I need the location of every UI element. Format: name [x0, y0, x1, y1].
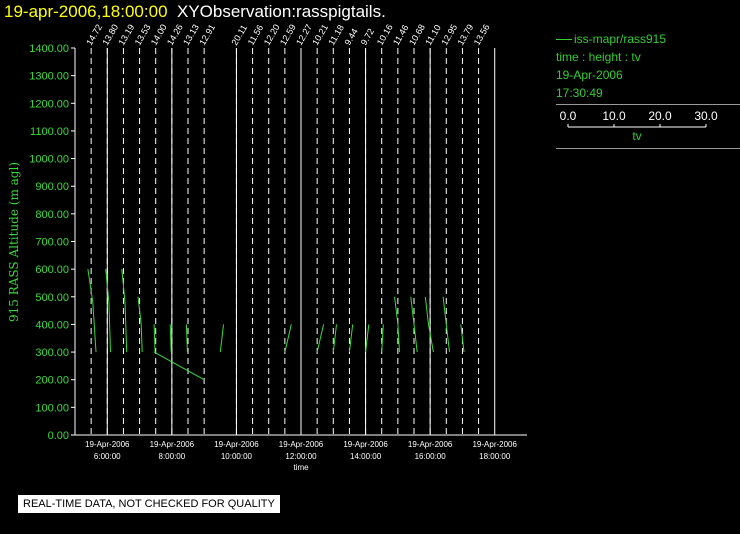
- y-tick-label: 1000.00: [29, 154, 69, 166]
- data-tail: [153, 351, 205, 381]
- x-axis-label: time: [293, 463, 309, 472]
- y-tick-label: 1400.00: [29, 43, 69, 55]
- legend-line-icon: [556, 39, 572, 41]
- scale-tick-label: 10.0: [602, 109, 626, 123]
- profile-label: 9.72: [359, 27, 376, 47]
- legend-divider: [556, 104, 740, 105]
- data-tail: [169, 324, 172, 353]
- legend-panel: iss-mapr/rass915 time : height : tv 19-A…: [556, 30, 740, 151]
- x-tick-time: 14:00:00: [350, 452, 382, 461]
- y-tick-label: 200.00: [35, 375, 69, 387]
- scale-tick-label: 20.0: [648, 109, 672, 123]
- x-tick-date: 19-Apr-2006: [150, 440, 195, 449]
- data-tail: [442, 296, 450, 353]
- data-tail: [219, 324, 224, 353]
- data-tail: [381, 324, 384, 353]
- legend-date: 19-Apr-2006: [556, 68, 623, 82]
- x-tick-time: 8:00:00: [159, 452, 186, 461]
- profile-label: 13.56: [472, 22, 492, 47]
- legend-divider-bottom: [556, 148, 740, 149]
- legend-time: 17:30:49: [556, 86, 603, 100]
- y-tick-label: 1300.00: [29, 71, 69, 83]
- data-tail: [365, 324, 370, 353]
- data-tail: [410, 296, 418, 353]
- x-tick-time: 10:00:00: [221, 452, 253, 461]
- y-tick-label: 1200.00: [29, 98, 69, 110]
- y-axis-label: 915 RASS Altitude (m agl): [7, 162, 21, 322]
- data-tail: [137, 296, 143, 353]
- profile-label: 9.44: [343, 27, 360, 47]
- data-tail: [394, 296, 400, 353]
- x-tick-date: 19-Apr-2006: [408, 440, 453, 449]
- scale-tick-label: 0.0: [560, 109, 577, 123]
- y-tick-label: 900.00: [35, 181, 69, 193]
- data-tail: [332, 324, 337, 353]
- x-tick-date: 19-Apr-2006: [85, 440, 130, 449]
- profile-label: 12.91: [197, 22, 217, 47]
- x-tick-time: 12:00:00: [285, 452, 317, 461]
- title-text: XYObservation:rasspigtails.: [176, 2, 386, 21]
- title-datetime: 19-apr-2006,18:00:00: [4, 2, 168, 21]
- data-tail: [424, 296, 434, 353]
- scale-label: tv: [632, 129, 641, 143]
- x-tick-date: 19-Apr-2006: [279, 440, 324, 449]
- data-tail: [185, 324, 188, 353]
- x-tick-date: 19-Apr-2006: [343, 440, 388, 449]
- chart-title: 19-apr-2006,18:00:00 XYObservation:rassp…: [4, 2, 386, 22]
- data-tail: [87, 269, 97, 353]
- data-tail: [121, 269, 128, 353]
- x-tick-time: 6:00:00: [94, 452, 121, 461]
- data-tail: [153, 324, 156, 353]
- quality-notice: REAL-TIME DATA, NOT CHECKED FOR QUALITY: [18, 495, 280, 513]
- data-tail: [105, 269, 111, 353]
- x-tick-time: 18:00:00: [479, 452, 511, 461]
- legend-series-label: iss-mapr/rass915: [574, 32, 667, 46]
- x-tick-time: 16:00:00: [415, 452, 447, 461]
- data-tail: [348, 324, 354, 353]
- y-tick-label: 800.00: [35, 209, 69, 221]
- y-tick-label: 300.00: [35, 347, 69, 359]
- y-tick-label: 400.00: [35, 319, 69, 331]
- y-tick-label: 1100.00: [30, 126, 69, 138]
- y-tick-label: 600.00: [35, 264, 69, 276]
- legend-scale: 0.0 10.0 20.0 30.0 tv: [560, 109, 718, 143]
- data-tail: [284, 324, 292, 353]
- data-tail: [460, 324, 465, 353]
- legend-series: iss-mapr/rass915: [556, 30, 740, 48]
- x-tick-date: 19-Apr-2006: [214, 440, 259, 449]
- data-tail: [316, 324, 325, 353]
- y-tick-label: 100.00: [35, 402, 69, 414]
- legend-subtitle: time : height : tv: [556, 50, 641, 64]
- scale-tick-label: 30.0: [694, 109, 718, 123]
- y-tick-label: 700.00: [35, 237, 69, 249]
- x-tick-date: 19-Apr-2006: [472, 440, 517, 449]
- y-tick-label: 0.00: [48, 430, 69, 442]
- y-tick-label: 500.00: [35, 292, 69, 304]
